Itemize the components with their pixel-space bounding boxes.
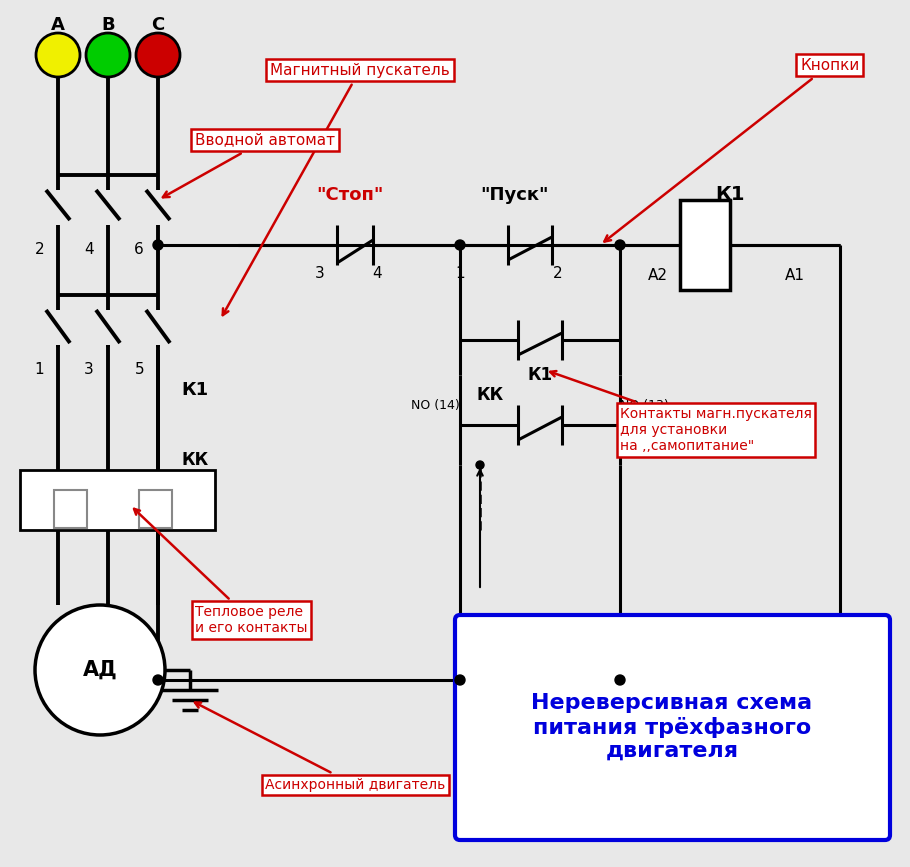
Text: A: A — [51, 16, 65, 34]
FancyBboxPatch shape — [455, 615, 890, 840]
Text: Нереверсивная схема
питания трёхфазного
двигателя: Нереверсивная схема питания трёхфазного … — [531, 694, 813, 761]
Text: АД: АД — [83, 660, 117, 680]
Text: К1: К1 — [181, 381, 208, 399]
Text: 3: 3 — [315, 265, 325, 281]
Text: Асинхронный двигатель: Асинхронный двигатель — [195, 702, 445, 792]
Circle shape — [615, 240, 625, 250]
Circle shape — [455, 675, 465, 685]
Text: "Пуск": "Пуск" — [480, 186, 550, 204]
Circle shape — [153, 675, 163, 685]
Text: К1: К1 — [715, 186, 744, 205]
Text: КК: КК — [476, 386, 503, 404]
Text: КК: КК — [181, 451, 208, 469]
Text: А1: А1 — [785, 268, 805, 283]
Text: 4: 4 — [372, 265, 382, 281]
Text: 2: 2 — [35, 243, 44, 257]
Text: К1: К1 — [528, 366, 552, 384]
Text: 4: 4 — [85, 243, 94, 257]
Circle shape — [455, 240, 465, 250]
Text: NO (13): NO (13) — [620, 399, 669, 412]
Circle shape — [35, 605, 165, 735]
Bar — [139, 490, 172, 528]
Circle shape — [476, 461, 484, 469]
Bar — [20, 470, 215, 530]
Text: C: C — [151, 16, 165, 34]
Text: 2: 2 — [553, 265, 562, 281]
Text: 1: 1 — [35, 362, 44, 377]
Text: 5: 5 — [135, 362, 144, 377]
Text: "Стоп": "Стоп" — [317, 186, 384, 204]
Text: 6: 6 — [135, 243, 144, 257]
Circle shape — [153, 240, 163, 250]
Bar — [54, 490, 87, 528]
Circle shape — [136, 33, 180, 77]
Text: А2: А2 — [648, 268, 668, 283]
Text: NO (14): NO (14) — [411, 399, 460, 412]
Text: Вводной автомат: Вводной автомат — [163, 133, 335, 198]
Text: 1: 1 — [455, 265, 465, 281]
Circle shape — [36, 33, 80, 77]
Text: Контакты магн.пускателя
для установки
на ,,самопитание": Контакты магн.пускателя для установки на… — [551, 371, 812, 453]
Bar — [680, 200, 730, 290]
Text: B: B — [101, 16, 115, 34]
Text: Тепловое реле
и его контакты: Тепловое реле и его контакты — [134, 509, 308, 636]
Circle shape — [86, 33, 130, 77]
Text: Магнитный пускатель: Магнитный пускатель — [223, 62, 450, 315]
Text: Кнопки: Кнопки — [604, 57, 859, 242]
Text: 3: 3 — [85, 362, 94, 377]
Circle shape — [615, 675, 625, 685]
